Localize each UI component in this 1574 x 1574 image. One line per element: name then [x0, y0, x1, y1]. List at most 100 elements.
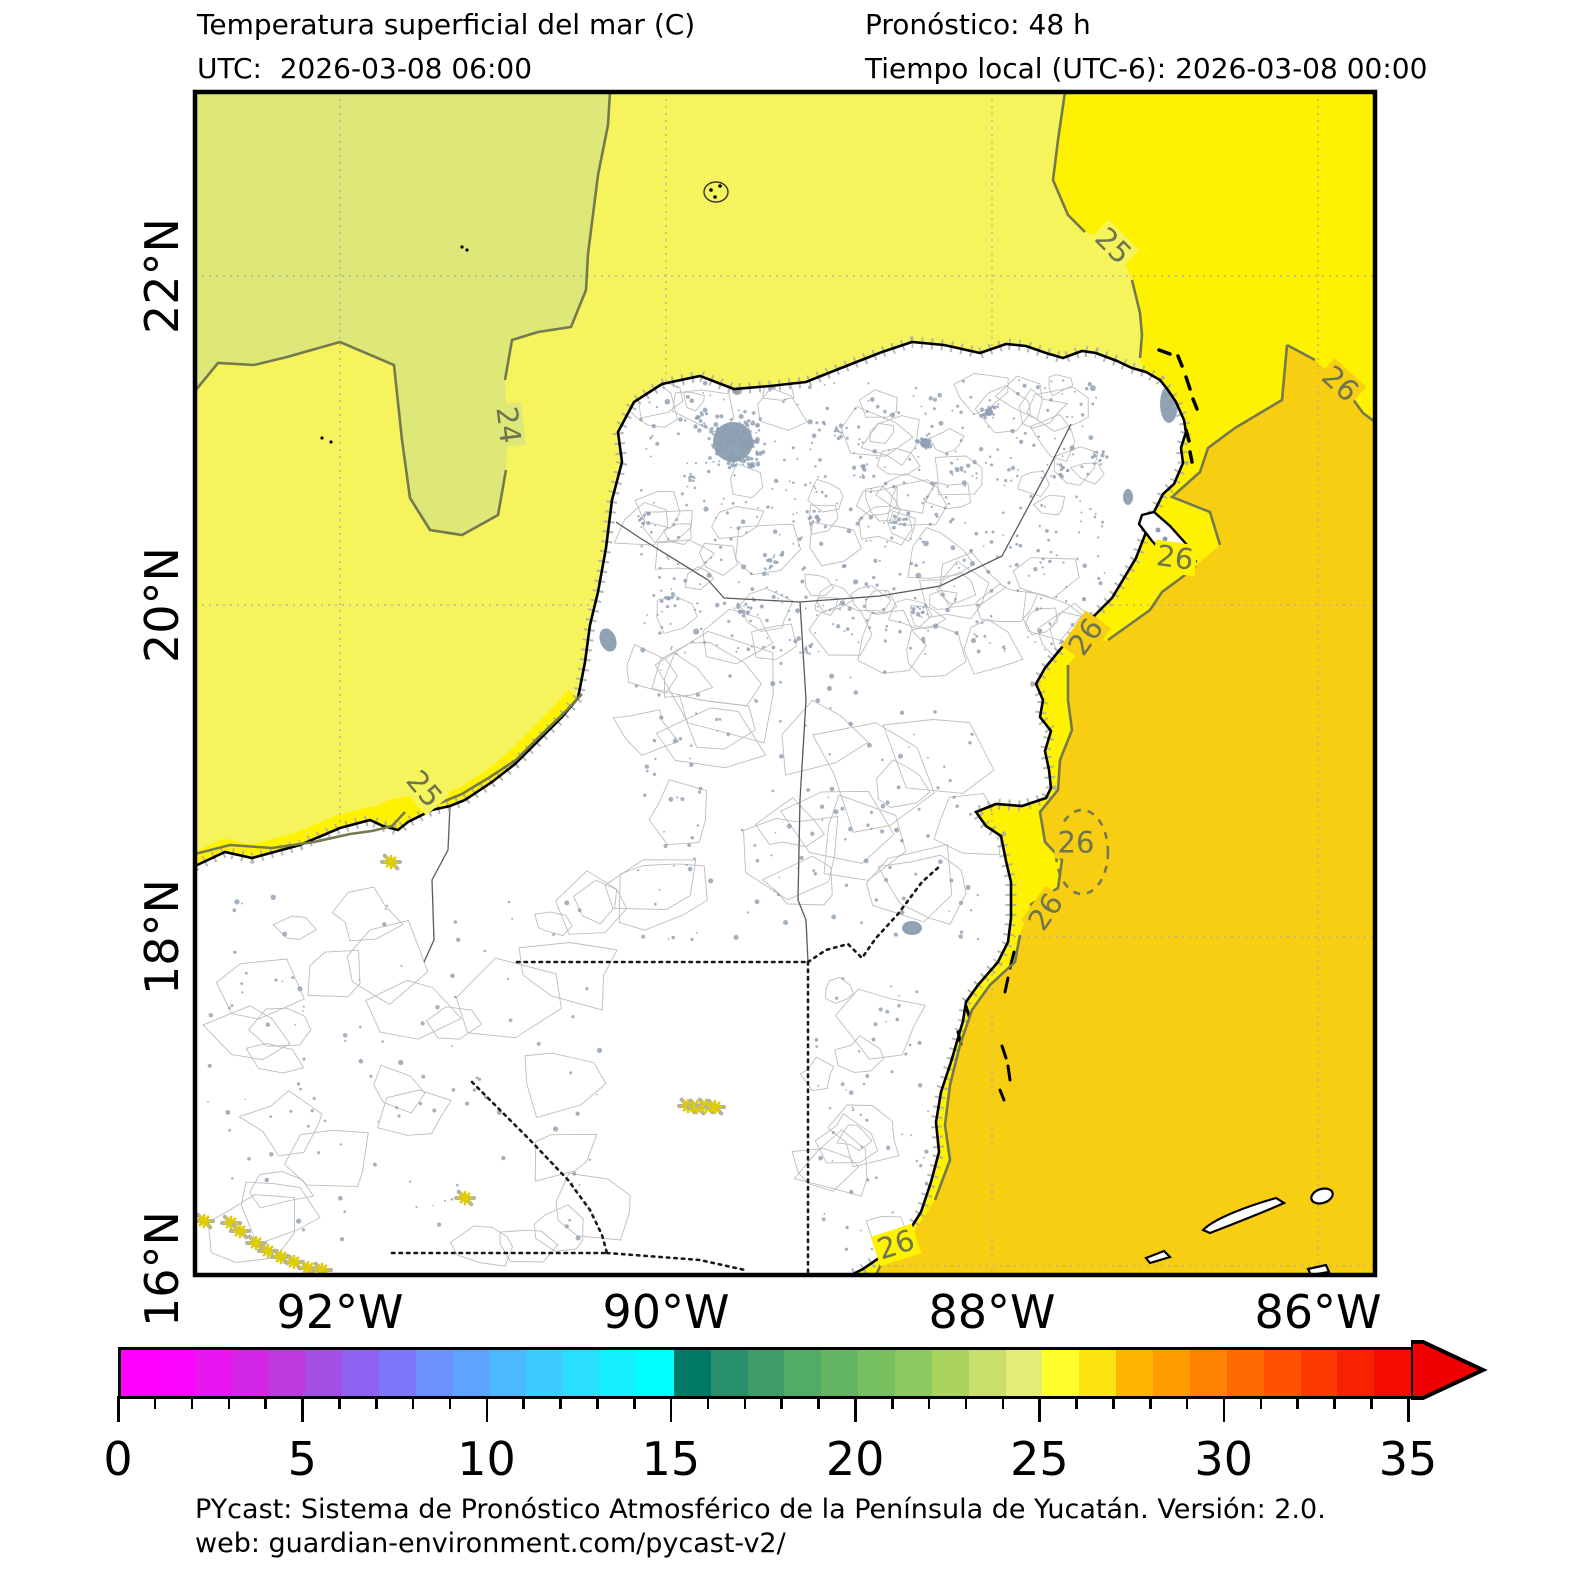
- colorbar-cell-24: [1005, 1350, 1043, 1396]
- y-axis-label: 18°N: [135, 879, 189, 995]
- city-campeche: [599, 628, 617, 652]
- x-axis-label: 92°W: [276, 1285, 404, 1339]
- city-areas: [387, 385, 1178, 935]
- colorbar-cell-32: [1300, 1350, 1338, 1396]
- lake-star-marker: [229, 1222, 251, 1240]
- colorbar-tick: [1112, 1396, 1115, 1409]
- colorbar-cell-33: [1337, 1350, 1375, 1396]
- colorbar-tick: [522, 1396, 525, 1409]
- figure-title: Temperatura superficial del mar (C): [197, 8, 696, 41]
- state-boundaries: [423, 423, 1072, 963]
- colorbar-tick: [854, 1396, 857, 1422]
- y-axis-label: 22°N: [135, 218, 189, 334]
- colorbar-cell-5: [305, 1350, 343, 1396]
- contour-25-sw: [195, 693, 583, 856]
- colorbar-tick: [301, 1396, 304, 1422]
- colorbar: [118, 1347, 1414, 1399]
- colorbar-cell-6: [342, 1350, 380, 1396]
- lake-star-marker: [454, 1189, 476, 1207]
- colorbar-tick: [780, 1396, 783, 1409]
- colorbar-cell-20: [858, 1350, 896, 1396]
- colorbar-cell-0: [121, 1350, 158, 1396]
- colorbar-tick: [817, 1396, 820, 1409]
- footer-credit: PYcast: Sistema de Pronóstico Atmosféric…: [195, 1494, 1326, 1525]
- colorbar-tick-label: 5: [287, 1432, 317, 1486]
- city-chetumal: [902, 921, 922, 935]
- colorbar-cell-3: [231, 1350, 269, 1396]
- colorbar-tick-label: 0: [103, 1432, 133, 1486]
- colorbar-cell-11: [526, 1350, 564, 1396]
- colorbar-cell-2: [194, 1350, 232, 1396]
- colorbar-tick: [1001, 1396, 1005, 1409]
- colorbar-tick: [669, 1396, 673, 1422]
- colorbar-cell-17: [747, 1350, 785, 1396]
- colorbar-tick: [485, 1396, 489, 1422]
- colorbar-tick: [227, 1396, 231, 1409]
- sea-specks: [320, 245, 469, 444]
- x-axis-label: 90°W: [602, 1285, 730, 1339]
- colorbar-cell-22: [931, 1350, 969, 1396]
- colorbar-tick: [1038, 1396, 1041, 1422]
- contour-label-26: 26: [1151, 538, 1199, 577]
- colorbar-tick: [927, 1396, 931, 1409]
- colorbar-tick: [117, 1396, 120, 1422]
- colorbar-tick: [1370, 1396, 1373, 1409]
- colorbar-tick: [706, 1396, 710, 1409]
- colorbar-tick: [1222, 1396, 1226, 1422]
- colorbar-tick-label: 30: [1194, 1432, 1253, 1486]
- y-axis-label: 20°N: [135, 547, 189, 663]
- colorbar-tick: [1259, 1396, 1263, 1409]
- footer-web: web: guardian-environment.com/pycast-v2/: [195, 1528, 786, 1559]
- municipal-boundaries: [202, 373, 1105, 1267]
- colorbar-cell-4: [268, 1350, 306, 1396]
- contour-lines: [195, 92, 1375, 1275]
- colorbar-tick: [633, 1396, 636, 1409]
- colorbar-cell-9: [452, 1350, 490, 1396]
- forecast-label: Pronóstico: 48 h: [865, 8, 1091, 41]
- colorbar-tick: [964, 1396, 968, 1409]
- colorbar-cell-18: [784, 1350, 822, 1396]
- colorbar-tick: [153, 1396, 157, 1409]
- utc-time-label: UTC: 2026-03-08 06:00: [197, 52, 533, 85]
- contour-label-24: 24: [489, 401, 528, 449]
- x-axis-label: 86°W: [1254, 1285, 1382, 1339]
- colorbar-tick: [891, 1396, 894, 1409]
- colorbar-cell-31: [1263, 1350, 1301, 1396]
- colorbar-cell-27: [1116, 1350, 1154, 1396]
- star-markers: [195, 853, 726, 1275]
- city-playa-del-carmen: [1123, 489, 1133, 505]
- colorbar-tick: [1075, 1396, 1078, 1409]
- colorbar-cell-19: [821, 1350, 859, 1396]
- colorbar-extend-arrow: [1411, 1340, 1488, 1400]
- lake-star-marker: [380, 853, 402, 871]
- colorbar-tick: [264, 1396, 267, 1409]
- colorbar-cell-29: [1189, 1350, 1227, 1396]
- colorbar-cell-16: [710, 1350, 748, 1396]
- colorbar-tick: [1296, 1396, 1299, 1409]
- colorbar-cell-34: [1374, 1350, 1412, 1396]
- colorbar-tick-label: 35: [1378, 1432, 1438, 1486]
- colorbar-tick: [1407, 1396, 1410, 1422]
- y-axis-label: 16°N: [135, 1211, 189, 1327]
- colorbar-cell-7: [379, 1350, 416, 1396]
- contour-26-closed-dashed: [1054, 808, 1110, 896]
- local-time-label: Tiempo local (UTC-6): 2026-03-08 00:00: [865, 52, 1428, 85]
- city-valladolid: [920, 438, 930, 448]
- islands-turneffe-group: [1144, 1187, 1334, 1275]
- colorbar-tick: [338, 1396, 341, 1409]
- colorbar-tick-label: 20: [825, 1432, 885, 1486]
- colorbar-tick: [375, 1396, 378, 1409]
- colorbar-cell-14: [637, 1350, 674, 1396]
- colorbar-tick: [190, 1396, 194, 1409]
- island-dashes-contoy-mujeres: [1157, 348, 1199, 464]
- coastline: [195, 340, 1188, 1275]
- contour-24: [195, 92, 612, 537]
- colorbar-tick: [559, 1396, 562, 1409]
- lake-star-marker: [195, 1212, 215, 1230]
- colorbar-tick: [1149, 1396, 1152, 1409]
- colorbar-tick: [411, 1396, 415, 1409]
- colorbar-cell-28: [1153, 1350, 1190, 1396]
- international-borders: [390, 864, 942, 1275]
